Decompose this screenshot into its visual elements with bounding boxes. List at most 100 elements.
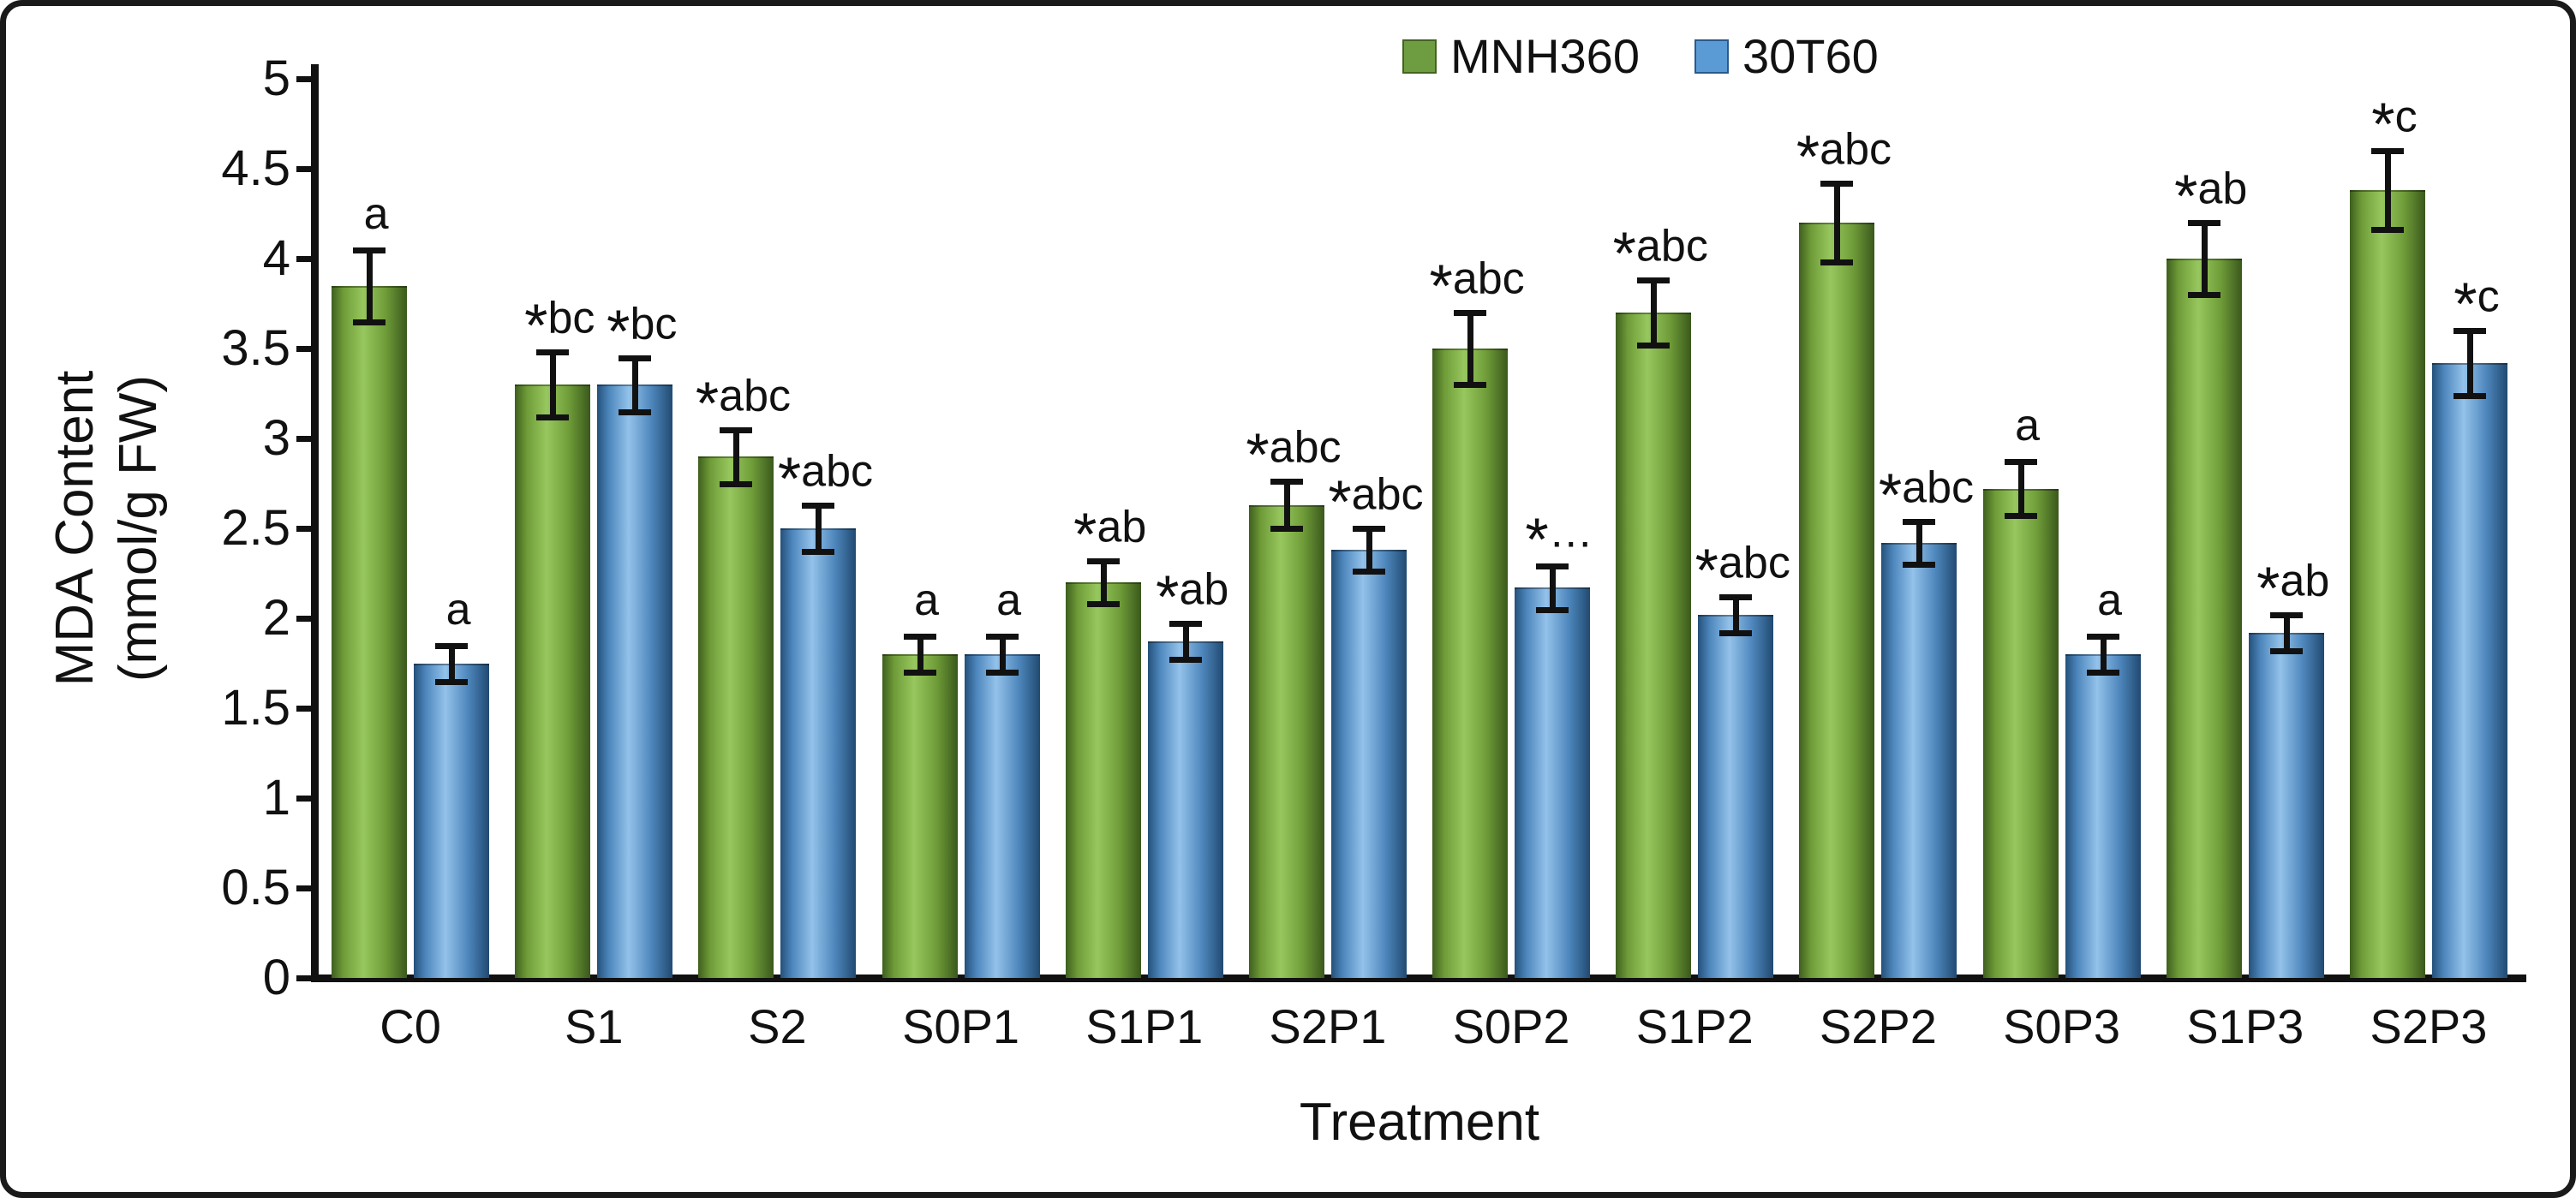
error-bar-cap: [2453, 328, 2486, 334]
asterisk-marker: *: [1246, 420, 1270, 489]
y-tick-label: 1: [262, 770, 290, 825]
error-bar-cap: [1637, 277, 1671, 284]
x-category-label: S0P3: [2003, 999, 2121, 1053]
sig-label: *abc: [1429, 252, 1525, 319]
error-bar-cap: [2086, 634, 2119, 640]
error-bar-cap: [1719, 593, 1753, 600]
sig-label: *abc: [1878, 460, 1974, 528]
legend-swatch-mnh360-icon: [1402, 39, 1437, 74]
x-axis-title: Treatment: [1299, 1093, 1540, 1152]
asterisk-marker: *: [2174, 162, 2198, 229]
y-tick-mark: [296, 346, 317, 352]
error-bar-cap: [536, 349, 570, 356]
error-bar-cap: [435, 678, 469, 685]
error-bar-cap: [985, 670, 1019, 676]
sig-label: *abc: [1328, 468, 1424, 535]
error-bar-cap: [619, 355, 652, 361]
error-bar: [1283, 481, 1290, 528]
legend: MNH360 30T60: [1402, 28, 1879, 84]
y-tick-label: 3: [262, 410, 290, 466]
sig-label: *c: [2371, 90, 2418, 158]
y-tick-label: 0: [262, 950, 290, 1005]
error-bar: [733, 429, 740, 484]
bar-mnh360-s2p2: [1799, 223, 1875, 978]
error-bar-cap: [1454, 310, 1487, 316]
y-tick-label: 1.5: [221, 680, 290, 736]
error-bar-cap: [2370, 148, 2404, 154]
error-bar-cap: [1820, 180, 1854, 187]
asterisk-marker: *: [1525, 505, 1549, 574]
error-bar: [1550, 566, 1557, 610]
error-bar-cap: [720, 480, 753, 487]
error-bar: [1834, 182, 1841, 263]
bar-mnh360-s2p3: [2349, 190, 2425, 978]
error-bar-cap: [2187, 292, 2220, 298]
asterisk-marker: *: [1429, 252, 1453, 319]
error-bar: [2384, 151, 2391, 230]
sig-label: a: [914, 575, 940, 625]
asterisk-marker: *: [1328, 468, 1352, 535]
error-bar-cap: [802, 502, 835, 509]
sig-label: a: [2097, 575, 2123, 625]
asterisk-marker: *: [695, 368, 720, 437]
error-bar-cap: [2453, 392, 2486, 399]
sig-label: a: [2015, 401, 2041, 451]
bar-mnh360-s1p3: [2166, 259, 2242, 978]
bar-30t60-s2p1: [1330, 550, 1407, 978]
y-tick-label: 0.5: [221, 860, 290, 915]
error-bar-cap: [1270, 479, 1303, 486]
error-bar-cap: [1719, 629, 1753, 636]
error-bar: [449, 645, 456, 682]
error-bar-cap: [536, 414, 570, 420]
error-bar-cap: [903, 670, 936, 676]
asterisk-marker: *: [607, 296, 631, 365]
error-bar-cap: [1536, 606, 1569, 613]
sig-label: *abc: [1694, 535, 1790, 604]
x-category-label: S1P1: [1085, 999, 1204, 1053]
y-tick-mark: [296, 975, 317, 981]
x-category-label: S1P3: [2186, 999, 2304, 1053]
bar-30t60-s1p2: [1698, 614, 1774, 978]
sig-label: *abc: [1612, 219, 1708, 288]
y-tick-label: 5: [262, 51, 290, 106]
y-tick-mark: [296, 796, 317, 802]
bar-30t60-s2p3: [2431, 362, 2507, 978]
bar-30t60-s0p1: [964, 654, 1040, 978]
error-bar: [2100, 636, 2107, 672]
error-bar-cap: [1820, 259, 1854, 266]
y-tick-mark: [296, 885, 317, 891]
bar-30t60-s0p2: [1515, 587, 1591, 978]
error-bar: [999, 636, 1006, 672]
error-bar-cap: [2269, 647, 2303, 654]
y-tick-label: 4.5: [221, 140, 290, 196]
bar-mnh360-s2: [698, 456, 774, 978]
bar-mnh360-s0p3: [1982, 488, 2059, 978]
sig-label: *ab: [1073, 499, 1147, 568]
sig-label: *bc: [524, 291, 595, 360]
x-category-label: S2P1: [1269, 999, 1387, 1053]
error-bar-cap: [2370, 227, 2404, 234]
error-bar-cap: [353, 319, 386, 325]
asterisk-marker: *: [2256, 553, 2280, 622]
y-tick-mark: [296, 526, 317, 532]
error-bar: [816, 504, 822, 552]
y-tick-label: 2.5: [221, 500, 290, 556]
asterisk-marker: *: [1156, 563, 1180, 631]
bar-30t60-s1p1: [1147, 641, 1223, 978]
error-bar-cap: [1086, 557, 1120, 564]
error-bar-cap: [903, 634, 936, 640]
error-bar-cap: [2086, 670, 2119, 676]
error-bar: [367, 249, 374, 322]
y-tick-label: 2: [262, 590, 290, 646]
error-bar: [2466, 331, 2473, 396]
error-bar-cap: [1168, 657, 1202, 664]
sig-label: a: [996, 575, 1022, 625]
error-bar: [550, 352, 557, 417]
bar-mnh360-s1: [515, 384, 591, 978]
sig-label: *abc: [695, 368, 791, 437]
y-tick-mark: [296, 76, 317, 82]
error-bar: [1733, 596, 1740, 633]
sig-label: *ab: [1156, 563, 1229, 631]
asterisk-marker: *: [524, 291, 548, 360]
error-bar-cap: [1168, 621, 1202, 628]
